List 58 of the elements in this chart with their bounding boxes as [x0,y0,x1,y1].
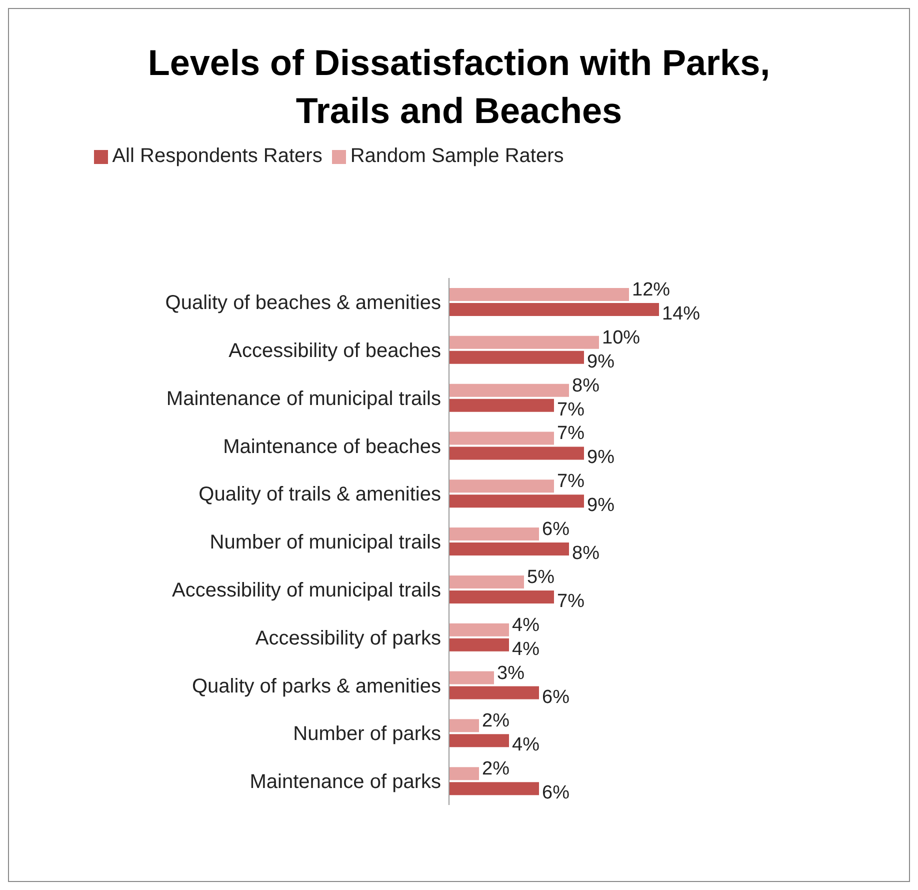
bar [449,398,554,412]
data-label: 10% [602,327,640,348]
y-tick-label: Number of parks [293,723,441,746]
data-label: 14% [662,304,700,325]
bar [449,432,554,445]
bar [449,494,584,508]
y-tick-label: Accessibility of beaches [228,340,441,362]
bar [449,734,509,748]
y-tick-label: Accessibility of municipal trails [172,580,441,602]
bar [449,782,539,796]
y-tick-label: Maintenance of beaches [223,436,441,458]
bar [449,288,629,301]
bar [449,686,539,700]
data-label: 5% [527,566,555,588]
chart-title: Levels of Dissatisfaction with Parks, Trails and Beaches [146,41,772,133]
bar [449,480,554,493]
data-label: 7% [557,399,585,420]
data-label: 8% [572,543,600,564]
y-tick-label: Maintenance of parks [250,771,441,794]
bar [449,528,539,541]
data-label: 6% [542,782,570,804]
bar [449,336,599,349]
data-label: 9% [587,351,615,372]
y-tick-label: Quality of parks & amenities [192,675,441,698]
bar [449,542,569,556]
bar [449,719,479,732]
y-tick-label: Maintenance of municipal trails [166,388,441,410]
bar [449,303,659,316]
bar [449,575,524,588]
data-label: 2% [482,710,510,732]
legend-label: All Respondents Raters [112,145,322,167]
data-label: 3% [497,662,525,684]
bar [449,671,494,684]
data-label: 4% [512,734,540,756]
data-label: 4% [512,614,540,636]
data-label: 6% [542,686,570,708]
bar [449,623,509,636]
data-label: 9% [587,447,615,468]
data-label: 7% [557,423,585,444]
data-label: 8% [572,375,600,396]
data-label: 6% [542,519,570,540]
y-tick-label: Quality of trails & amenities [198,484,441,506]
bar [449,590,554,604]
data-label: 7% [557,471,585,492]
data-label: 4% [512,638,540,660]
data-label: 7% [557,590,585,612]
data-label: 12% [632,280,670,301]
data-label: 2% [482,758,510,780]
bar [449,350,584,364]
y-tick-label: Accessibility of parks [255,627,441,650]
bar [449,384,569,397]
bar [449,638,509,652]
data-label: 9% [587,495,615,516]
bar [449,767,479,780]
legend-label: Random Sample Raters [350,145,564,167]
bar [449,446,584,460]
y-tick-label: Number of municipal trails [210,532,441,554]
y-tick-label: Quality of beaches & amenities [165,292,441,314]
